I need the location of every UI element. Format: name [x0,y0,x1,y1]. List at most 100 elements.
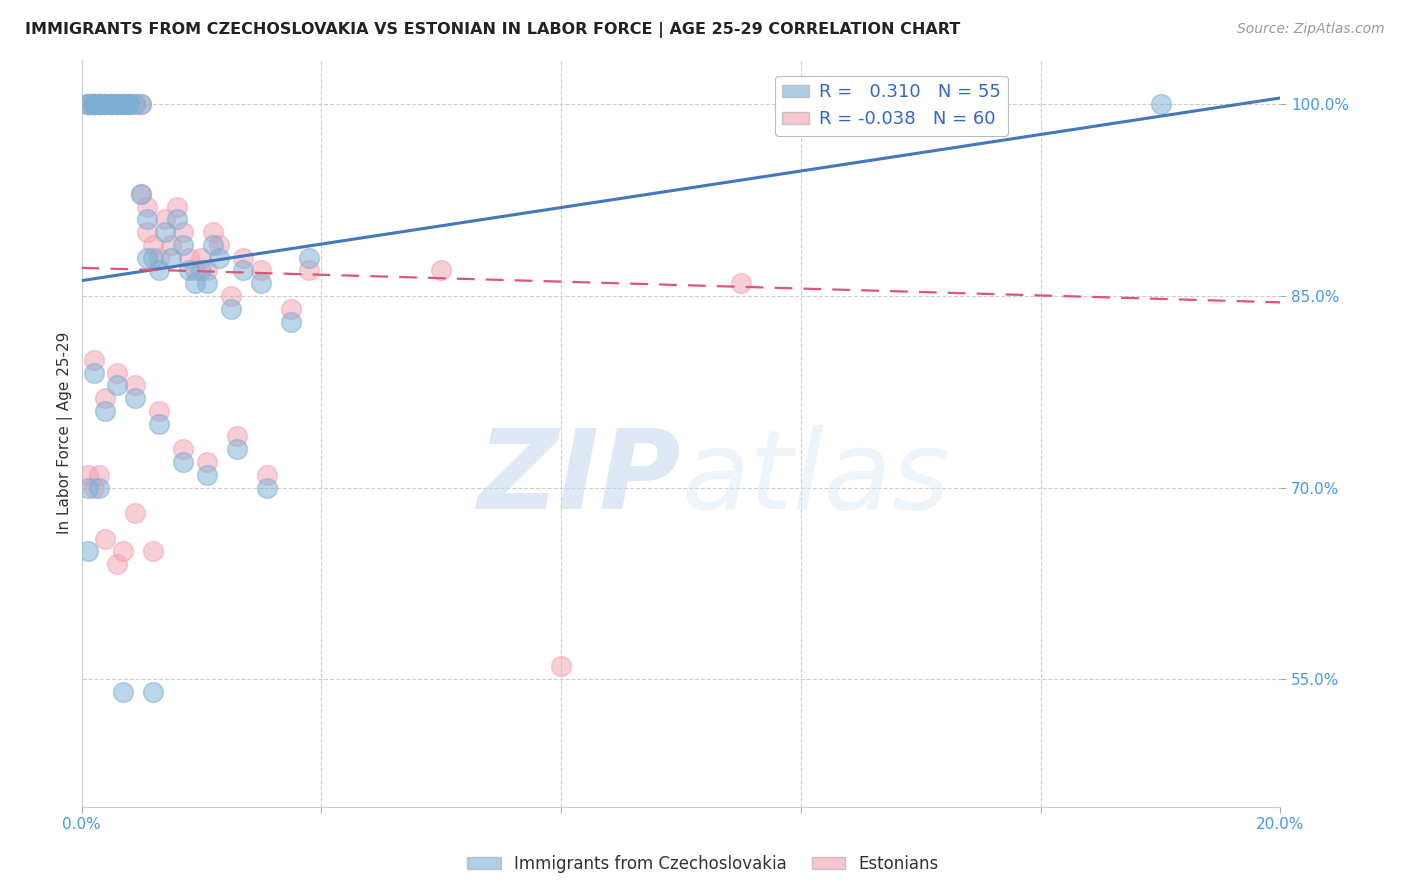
Point [124,97,146,112]
Point [94,97,117,112]
Text: ZIP: ZIP [478,425,681,532]
Point [142,237,165,252]
Point [131,186,153,201]
Point [155,225,177,239]
Point [136,200,159,214]
Point [160,237,183,252]
Point [172,455,194,469]
Point [112,97,135,112]
Point [83,97,105,112]
Point [202,237,225,252]
Point [160,251,183,265]
Point [197,263,219,277]
Point [94,97,117,112]
Point [83,97,105,112]
Point [107,378,129,392]
Point [83,97,105,112]
Point [256,481,278,495]
Point [100,97,122,112]
Point [94,404,117,418]
Point [166,200,188,214]
Point [256,467,278,482]
Point [83,366,105,380]
Point [298,251,321,265]
Point [124,506,146,520]
Point [202,225,225,239]
Point [76,544,98,558]
Point [76,97,98,112]
Point [112,97,135,112]
Point [118,97,141,112]
Text: IMMIGRANTS FROM CZECHOSLOVAKIA VS ESTONIAN IN LABOR FORCE | AGE 25-29 CORRELATIO: IMMIGRANTS FROM CZECHOSLOVAKIA VS ESTONI… [25,22,960,38]
Point [184,263,207,277]
Legend: R =   0.310   N = 55, R = -0.038   N = 60: R = 0.310 N = 55, R = -0.038 N = 60 [775,76,1008,136]
Point [197,455,219,469]
Point [89,97,111,112]
Point [221,301,243,316]
Point [94,97,117,112]
Point [1149,97,1171,112]
Text: Source: ZipAtlas.com: Source: ZipAtlas.com [1237,22,1385,37]
Point [226,429,249,443]
Point [280,314,302,328]
Point [179,251,201,265]
Point [107,558,129,572]
Point [94,532,117,546]
Point [83,97,105,112]
Point [76,97,98,112]
Point [94,391,117,405]
Point [100,97,122,112]
Point [89,467,111,482]
Point [190,263,212,277]
Point [280,301,302,316]
Point [76,481,98,495]
Point [83,352,105,367]
Point [107,366,129,380]
Point [142,544,165,558]
Point [112,544,135,558]
Point [208,237,231,252]
Y-axis label: In Labor Force | Age 25-29: In Labor Force | Age 25-29 [58,332,73,534]
Point [172,225,194,239]
Point [430,263,453,277]
Point [94,97,117,112]
Point [226,442,249,457]
Point [112,97,135,112]
Point [221,289,243,303]
Point [250,263,273,277]
Point [148,417,170,431]
Point [184,276,207,290]
Point [89,97,111,112]
Point [76,97,98,112]
Point [197,467,219,482]
Point [107,97,129,112]
Point [89,97,111,112]
Point [550,659,572,673]
Point [148,263,170,277]
Point [179,263,201,277]
Point [172,442,194,457]
Point [118,97,141,112]
Point [166,212,188,227]
Point [124,378,146,392]
Point [107,97,129,112]
Point [112,685,135,699]
Point [232,251,254,265]
Point [100,97,122,112]
Point [89,481,111,495]
Point [131,186,153,201]
Point [118,97,141,112]
Point [155,212,177,227]
Point [76,467,98,482]
Point [76,97,98,112]
Point [172,237,194,252]
Point [298,263,321,277]
Point [148,251,170,265]
Point [131,97,153,112]
Point [250,276,273,290]
Point [107,97,129,112]
Point [107,97,129,112]
Point [197,276,219,290]
Point [136,251,159,265]
Point [83,481,105,495]
